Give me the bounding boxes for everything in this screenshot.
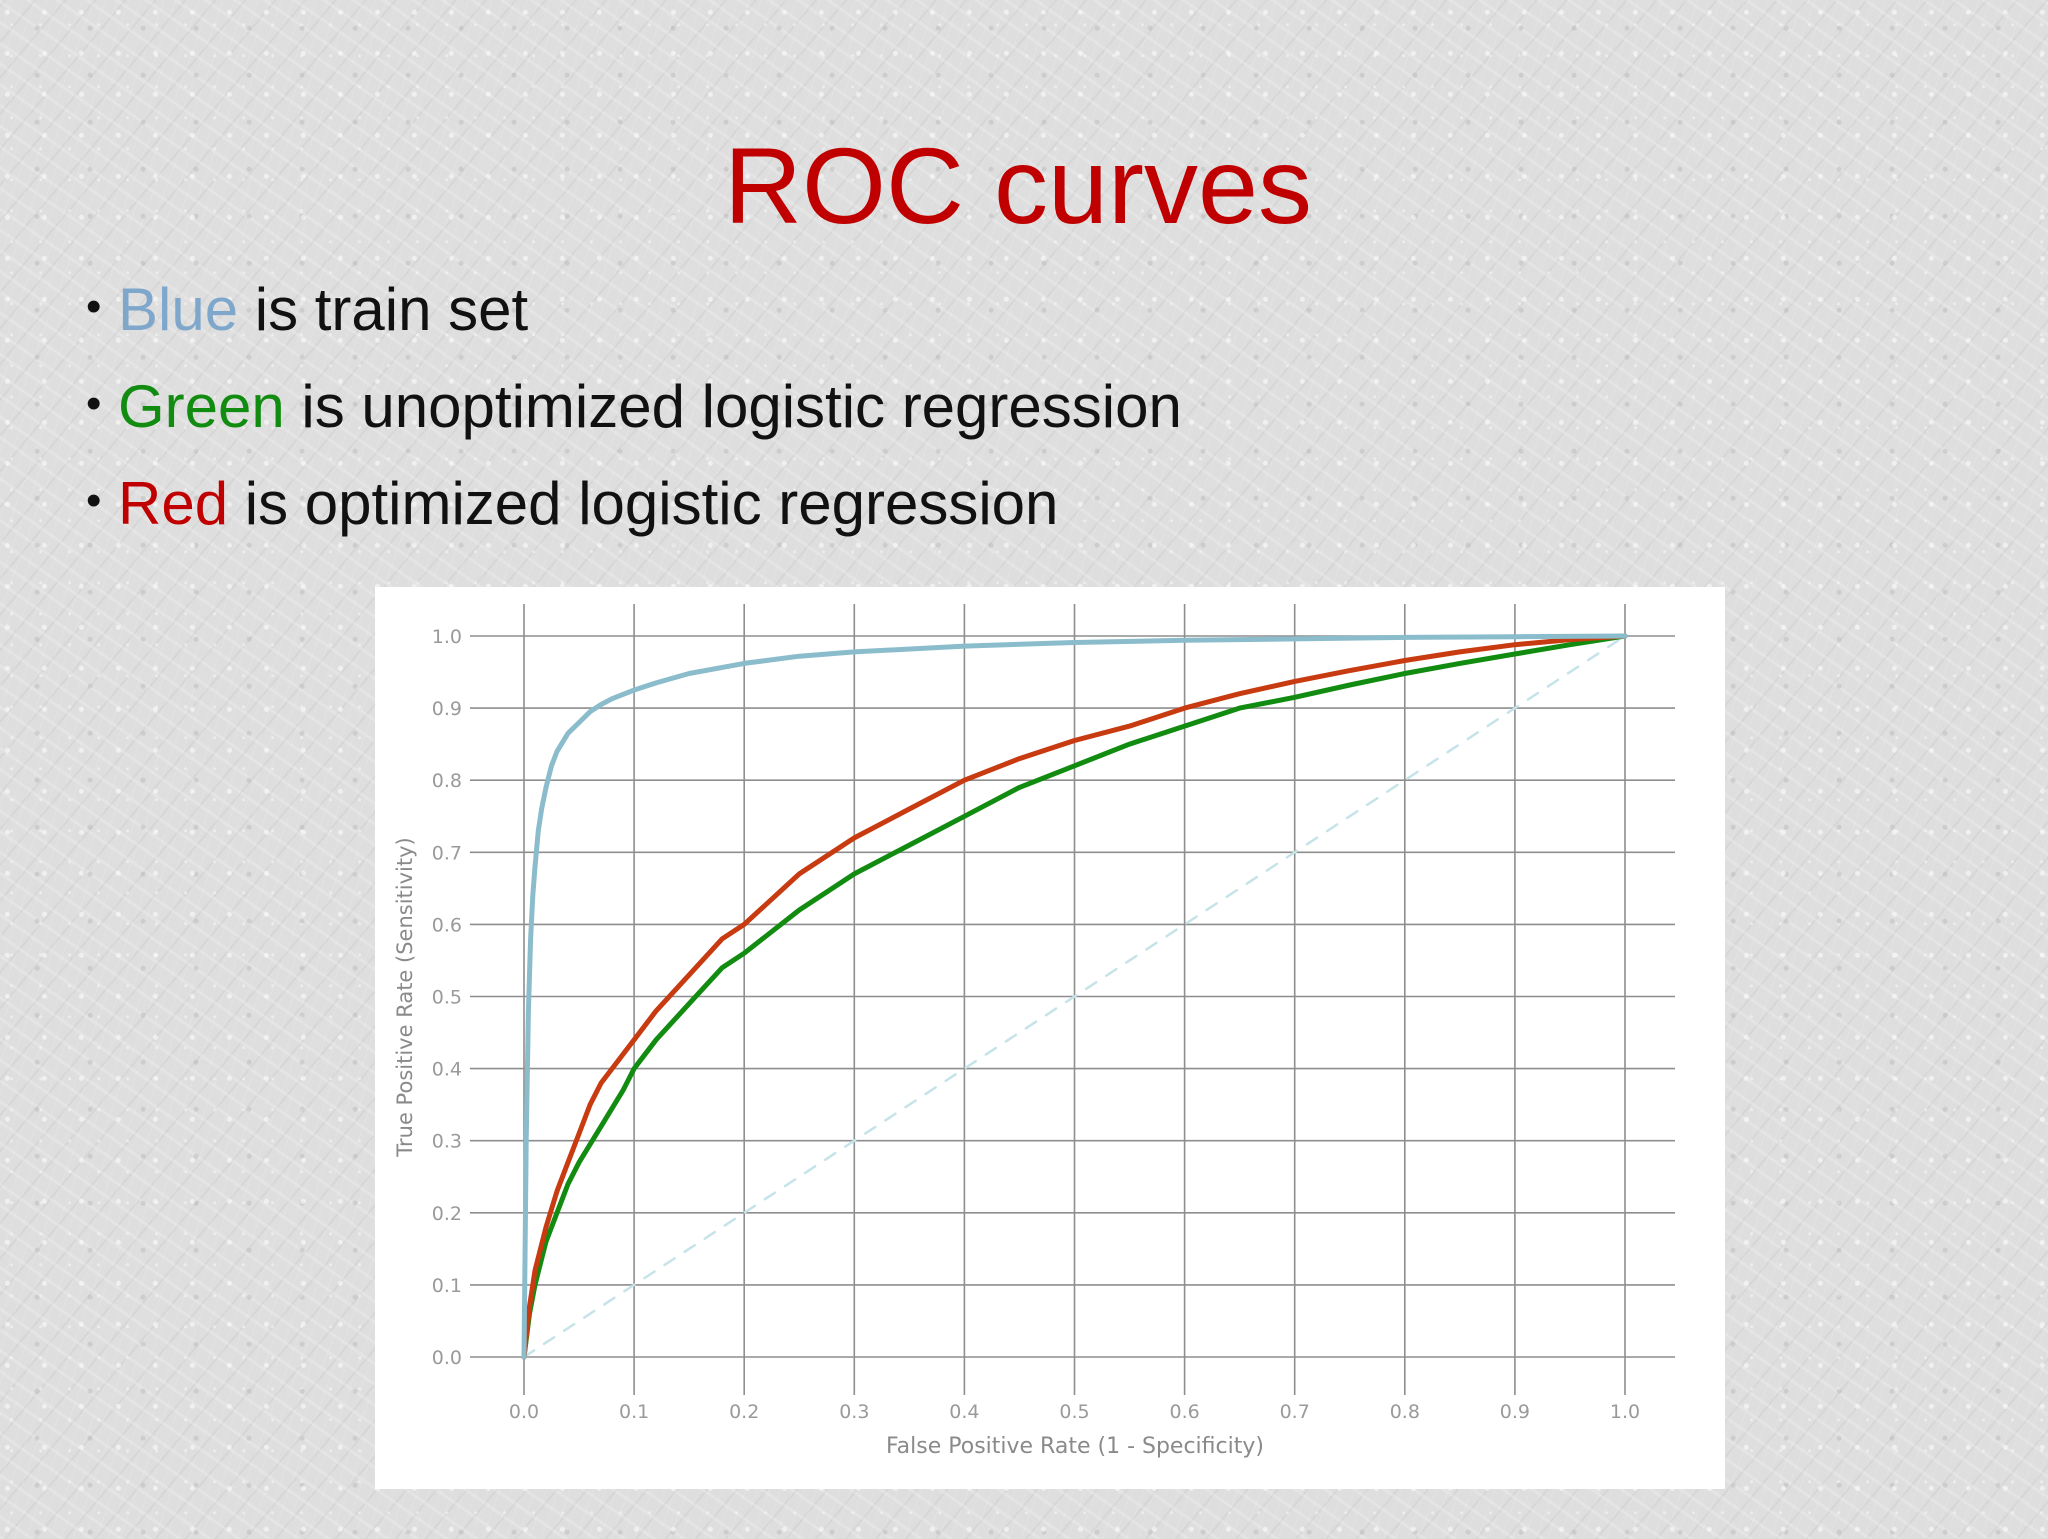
x-tick-label: 0.7 bbox=[1280, 1401, 1310, 1423]
y-tick-label: 0.9 bbox=[432, 698, 462, 720]
x-tick-label: 0.0 bbox=[509, 1401, 539, 1423]
x-tick-label: 0.4 bbox=[949, 1401, 979, 1423]
bullet-keyword-green: Green bbox=[118, 373, 285, 440]
y-tick-label: 0.5 bbox=[432, 987, 462, 1009]
x-tick-label: 0.5 bbox=[1059, 1401, 1089, 1423]
bullet-item-red: • Red is optimized logistic regression bbox=[86, 470, 1182, 567]
bullet-dot-icon: • bbox=[86, 476, 102, 525]
y-axis-label: True Positive Rate (Sensitivity) bbox=[393, 837, 417, 1157]
roc-chart-svg: 0.0 0.1 0.2 0.3 0.4 0.5 0.6 0.7 0.8 0.9 1.0 0.0 0.1 0… bbox=[393, 604, 1675, 1459]
bullet-list: • Blue is train set • Green is unoptimized… bbox=[86, 276, 1182, 567]
bullet-keyword-blue: Blue bbox=[118, 276, 239, 343]
roc-chart: 0.0 0.1 0.2 0.3 0.4 0.5 0.6 0.7 0.8 0.9 1.0 0.0 0.1 0… bbox=[375, 587, 1725, 1489]
optimized-roc-curve bbox=[521, 633, 1628, 1360]
y-tick-label: 0.0 bbox=[432, 1347, 462, 1369]
tick-layer: 0.0 0.1 0.2 0.3 0.4 0.5 0.6 0.7 0.8 0.9 1.0 0.0 0.1 0… bbox=[432, 626, 1640, 1423]
x-tick-label: 1.0 bbox=[1610, 1401, 1640, 1423]
y-tick-label: 0.3 bbox=[432, 1131, 462, 1153]
train-roc-curve bbox=[521, 633, 1628, 1360]
chance-diagonal-line bbox=[522, 634, 1627, 1359]
x-tick-label: 0.3 bbox=[839, 1401, 869, 1423]
unoptimized-roc-curve bbox=[521, 633, 1628, 1360]
x-tick-label: 0.1 bbox=[619, 1401, 649, 1423]
bullet-dot-icon: • bbox=[86, 282, 102, 331]
slide-title: ROC curves bbox=[0, 132, 2048, 240]
y-tick-label: 0.1 bbox=[432, 1275, 462, 1297]
y-tick-label: 1.0 bbox=[432, 626, 462, 648]
bullet-text-red: is optimized logistic regression bbox=[228, 470, 1059, 537]
bullet-text-green: is unoptimized logistic regression bbox=[284, 373, 1182, 440]
y-tick-label: 0.4 bbox=[432, 1059, 462, 1081]
x-tick-label: 0.2 bbox=[729, 1401, 759, 1423]
y-tick-label: 0.8 bbox=[432, 770, 462, 792]
y-tick-label: 0.7 bbox=[432, 842, 462, 864]
x-axis-label: False Positive Rate (1 - Specificity) bbox=[886, 1434, 1264, 1459]
slide-title-text: ROC curves bbox=[723, 125, 1313, 246]
y-tick-label: 0.2 bbox=[432, 1203, 462, 1225]
bullet-item-blue: • Blue is train set bbox=[86, 276, 1182, 373]
bullet-dot-icon: • bbox=[86, 379, 102, 428]
y-tick-label: 0.6 bbox=[432, 914, 462, 936]
x-tick-label: 0.8 bbox=[1390, 1401, 1420, 1423]
bullet-text-blue: is train set bbox=[238, 276, 529, 343]
x-tick-label: 0.9 bbox=[1500, 1401, 1530, 1423]
curve-layer bbox=[521, 633, 1628, 1360]
x-tick-label: 0.6 bbox=[1169, 1401, 1199, 1423]
bullet-keyword-red: Red bbox=[118, 470, 229, 537]
bullet-item-green: • Green is unoptimized logistic regressio… bbox=[86, 373, 1182, 470]
